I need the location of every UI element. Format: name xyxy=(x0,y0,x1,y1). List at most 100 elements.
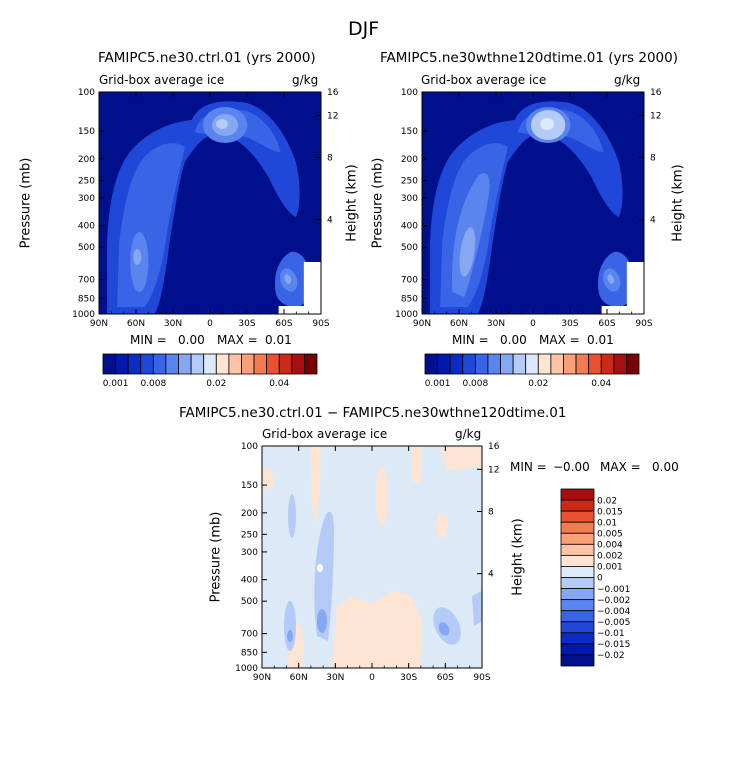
panel-3-colorbar-label: −0.001 xyxy=(597,585,630,595)
panel-2-max-value: 0.01 xyxy=(587,333,614,347)
panel-2-y-tick-label: 400 xyxy=(401,222,418,232)
panel-1-y-tick-label: 200 xyxy=(78,155,95,165)
panel-3-colorbar-label: 0.02 xyxy=(597,496,617,506)
panel-1-colorbar-box xyxy=(304,353,318,375)
panel-3-title: FAMIPC5.ne30.ctrl.01 − FAMIPC5.ne30wthne… xyxy=(179,405,567,421)
panel-3-colorbar-box xyxy=(560,488,595,501)
panel-3-colorbar-box xyxy=(560,621,595,634)
panel-1-field xyxy=(99,92,321,314)
panel-3-white-spot xyxy=(317,564,323,572)
panel-3-colorbar-box xyxy=(560,632,595,645)
panel-1-y-tick-label: 150 xyxy=(78,127,95,137)
panel-1-title: FAMIPC5.ne30.ctrl.01 (yrs 2000) xyxy=(98,50,316,66)
panel-1-colorbar-label: 0.001 xyxy=(103,379,129,389)
panel-3-colorbar-box xyxy=(560,610,595,623)
panel-2-y-right-tick-label: 12 xyxy=(650,111,661,121)
panel-3-colorbar-box xyxy=(560,588,595,601)
panel-3-colorbar-label: −0.005 xyxy=(597,618,630,628)
panel-3-units: g/kg xyxy=(455,427,482,441)
panel-3-y-tick-label: 1000 xyxy=(235,664,258,674)
panel-1-x-tick-label: 30S xyxy=(238,319,255,329)
panel-2-y-tick-label: 250 xyxy=(401,176,418,186)
panel-3-positive-6 xyxy=(436,514,448,538)
panel-2-colorbar-box xyxy=(537,353,552,375)
figure-title: DJF xyxy=(348,18,380,40)
panel-2-y-tick-label: 700 xyxy=(401,276,418,286)
panel-3-y-tick-label: 300 xyxy=(241,548,258,558)
panel-3-colorbar-label: −0.004 xyxy=(597,607,631,617)
panel-3-colorbar-box xyxy=(560,654,595,667)
panel-3-max-value: 0.00 xyxy=(652,460,679,474)
panel-3-colorbar-box xyxy=(560,599,595,612)
panel-3-y-tick-label: 700 xyxy=(241,630,258,640)
panel-1-max-value: 0.01 xyxy=(265,333,292,347)
panel-1-y-tick-label: 300 xyxy=(78,194,95,204)
panel-3-positive-2 xyxy=(412,446,422,486)
panel-3-positive-5 xyxy=(376,466,388,526)
panel-3-colorbar-box xyxy=(560,566,595,578)
panel-1-y-tick-label: 100 xyxy=(78,88,95,98)
panel-2-colorbar-label: 0.04 xyxy=(591,379,611,389)
panel-1-colorbar-box xyxy=(127,353,142,375)
panel-1-y-tick-label: 400 xyxy=(78,222,95,232)
panel-3-positive-1 xyxy=(310,446,321,526)
panel-2-colorbar-box xyxy=(462,353,476,375)
panel-3-colorbar-label: 0.015 xyxy=(597,507,623,517)
panel-1-y-tick-label: 700 xyxy=(78,276,95,286)
panel-2-min-label: MIN = xyxy=(452,333,489,347)
panel-1-min-label: MIN = xyxy=(130,333,167,347)
panel-2-y-tick-label: 200 xyxy=(401,155,418,165)
panel-3-y-tick-label: 150 xyxy=(241,481,258,491)
panel-3-colorbar-label: −0.002 xyxy=(597,596,630,606)
panel-3-y-right-tick-label: 16 xyxy=(488,442,500,452)
panel-1-colorbar-box xyxy=(203,353,217,375)
panel-3-y-right-tick-label: 8 xyxy=(488,507,494,517)
panel-1-colorbar-box xyxy=(115,353,129,375)
panel-3-y-tick-label: 400 xyxy=(241,576,258,586)
panel-2-colorbar-box xyxy=(525,353,539,375)
panel-3-positive-lower xyxy=(332,591,422,668)
panel-3-colorbar-label: −0.02 xyxy=(597,651,625,661)
panel-3-x-tick-label: 60N xyxy=(290,673,308,683)
panel-1-colorbar-box xyxy=(215,353,230,375)
panel-1-colorbar-box xyxy=(140,353,154,375)
panel-1-max-label: MAX = xyxy=(217,333,258,347)
panel-2-x-tick-label: 0 xyxy=(530,319,536,329)
panel-1-colorbar-box xyxy=(228,353,242,375)
panel-3-y-tick-label: 850 xyxy=(241,648,258,658)
panel-3-x-tick-label: 30S xyxy=(400,673,417,683)
panel-3-field xyxy=(262,446,482,668)
panel-1-colorbar-label: 0.008 xyxy=(140,379,166,389)
panel-2-x-tick-label: 60N xyxy=(450,319,468,329)
panel-1-colorbar-box xyxy=(178,353,192,375)
panel-3-negative-edge xyxy=(472,591,482,626)
panel-1-y-right-tick-label: 12 xyxy=(327,111,338,121)
panel-3-negative-2 xyxy=(284,601,296,651)
panel-2-colorbar-box xyxy=(487,353,501,375)
panel-3-colorbar-box xyxy=(560,532,595,545)
panel-2-colorbar-label: 0.02 xyxy=(528,379,548,389)
panel-1-y-tick-label: 500 xyxy=(78,243,95,253)
panel-3-y-right-tick-label: 12 xyxy=(488,465,499,475)
panel-2-topography-mask-2 xyxy=(626,262,644,306)
panel-2-field-label: Grid-box average ice xyxy=(421,73,547,87)
panel-2-y-tick-label: 150 xyxy=(401,127,418,137)
panel-1-contours xyxy=(99,92,321,314)
panel-3-max-label: MAX = xyxy=(600,460,641,474)
panel-2-south-lobe-4 xyxy=(607,274,615,284)
panel-1-core-level-5 xyxy=(216,119,229,129)
panel-3-x-tick-label: 30N xyxy=(326,673,344,683)
panel-2-colorbar-box xyxy=(575,353,590,375)
panel-1-y-tick-label: 850 xyxy=(78,294,95,304)
panel-2-colorbar-box xyxy=(424,353,438,375)
panel-3-negative-4 xyxy=(438,622,450,636)
panel-1-y-right-tick-label: 8 xyxy=(327,153,333,163)
panel-2-y-right-tick-label: 8 xyxy=(650,153,656,163)
panel-1-colorbar-label: 0.02 xyxy=(206,379,226,389)
panel-3-colorbar-box xyxy=(560,543,595,556)
panel-3-colorbar-label: −0.01 xyxy=(597,629,625,639)
panel-2-y-tick-label: 500 xyxy=(401,243,418,253)
panel-2-left-column-strong-5 xyxy=(459,227,476,277)
panel-2-colorbar-label: 0.008 xyxy=(462,379,488,389)
panel-2-colorbar-box xyxy=(550,353,564,375)
